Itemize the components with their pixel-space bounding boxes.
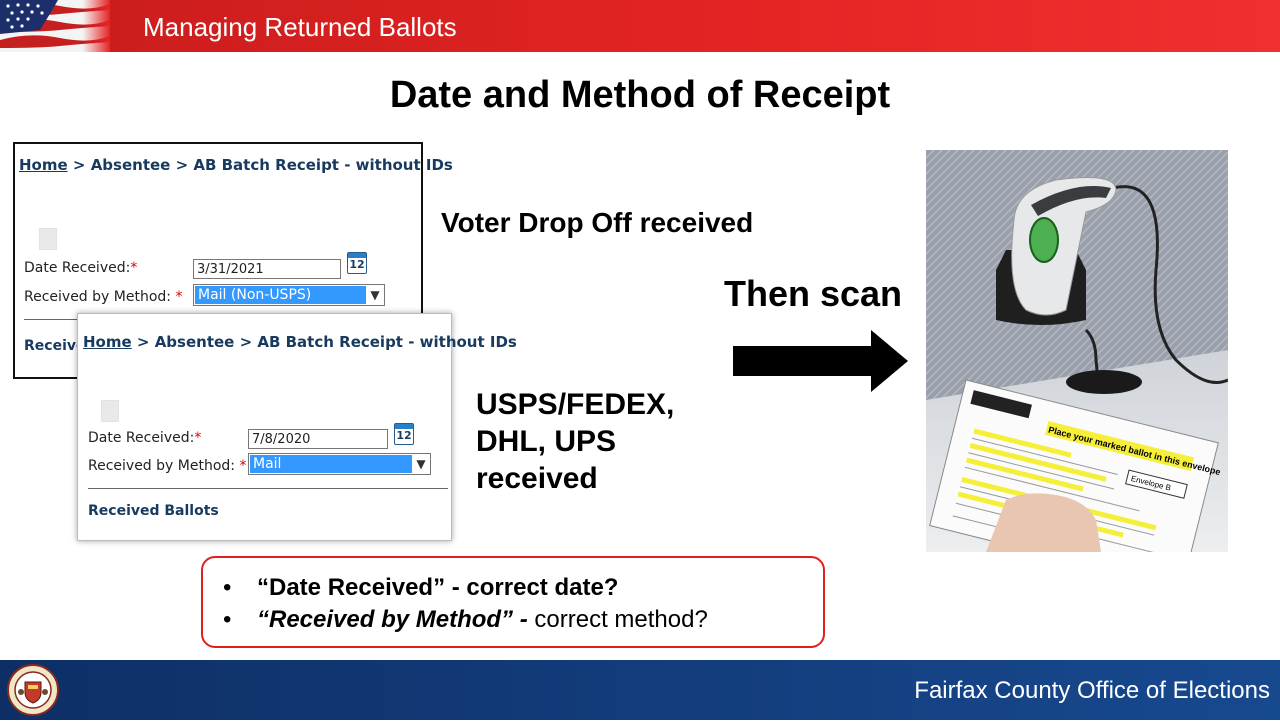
checklist-item-date: • “Date Received” - correct date? — [223, 574, 619, 601]
date-received-label: Date Received:* — [88, 430, 202, 446]
date-received-input[interactable]: 7/8/2020 — [248, 429, 388, 449]
received-ballots-heading: Receive — [24, 338, 86, 354]
county-seal-icon — [4, 664, 62, 716]
received-ballots-heading: Received Ballots — [88, 503, 219, 519]
breadcrumb-separator: > — [170, 156, 194, 174]
us-flag-icon — [0, 0, 110, 52]
checklist-item-method: • “Received by Method” - correct method? — [223, 606, 708, 633]
right-arrow-icon — [733, 330, 908, 392]
breadcrumb: Home > Absentee > AB Batch Receipt - wit… — [83, 333, 517, 351]
selected-method-value: Mail (Non-USPS) — [195, 286, 366, 304]
breadcrumb-separator: > — [131, 333, 155, 351]
breadcrumb-absentee[interactable]: Absentee — [90, 156, 171, 174]
breadcrumb-separator: > — [234, 333, 258, 351]
selected-method-value: Mail — [250, 455, 412, 473]
breadcrumb-current-page: AB Batch Receipt - without IDs — [257, 333, 517, 351]
barcode-scanner-photo: Place your marked ballot in this envelop… — [926, 150, 1228, 552]
carriers-received-text: USPS/FEDEX, DHL, UPS received — [476, 388, 675, 495]
received-by-method-label: Received by Method: * — [88, 458, 247, 474]
footer-bar — [0, 660, 1280, 720]
chevron-down-icon[interactable]: ▼ — [370, 288, 380, 302]
header-title: Managing Returned Ballots — [143, 12, 457, 42]
received-by-method-select[interactable]: Mail ▼ — [248, 453, 431, 475]
screenshot-panel-carrier: Home > Absentee > AB Batch Receipt - wit… — [77, 313, 517, 541]
breadcrumb: Home > Absentee > AB Batch Receipt - wit… — [19, 156, 453, 174]
date-received-input[interactable]: 3/31/2021 — [193, 259, 341, 279]
then-scan-text: Then scan — [724, 273, 903, 314]
breadcrumb-separator: > — [67, 156, 91, 174]
checkbox[interactable] — [39, 228, 57, 250]
breadcrumb-absentee[interactable]: Absentee — [154, 333, 235, 351]
received-by-method-select[interactable]: Mail (Non-USPS) ▼ — [193, 284, 385, 306]
calendar-icon[interactable]: 12 — [394, 423, 414, 445]
breadcrumb-current-page: AB Batch Receipt - without IDs — [193, 156, 453, 174]
breadcrumb-home-link[interactable]: Home — [83, 333, 132, 351]
checklist-callout: • “Date Received” - correct date? • “Recei… — [201, 556, 825, 648]
date-received-label: Date Received:* — [24, 260, 138, 276]
footer-org-name: Fairfax County Office of Elections — [914, 677, 1270, 704]
header-bar: Managing Returned Ballots — [0, 0, 1280, 52]
breadcrumb-home-link[interactable]: Home — [19, 156, 68, 174]
slide-title: Date and Method of Receipt — [389, 74, 891, 116]
chevron-down-icon[interactable]: ▼ — [416, 457, 426, 471]
divider — [88, 488, 448, 489]
calendar-icon[interactable]: 12 — [347, 252, 367, 274]
voter-drop-off-text: Voter Drop Off received — [441, 207, 754, 238]
received-by-method-label: Received by Method: * — [24, 289, 183, 305]
checkbox[interactable] — [101, 400, 119, 422]
